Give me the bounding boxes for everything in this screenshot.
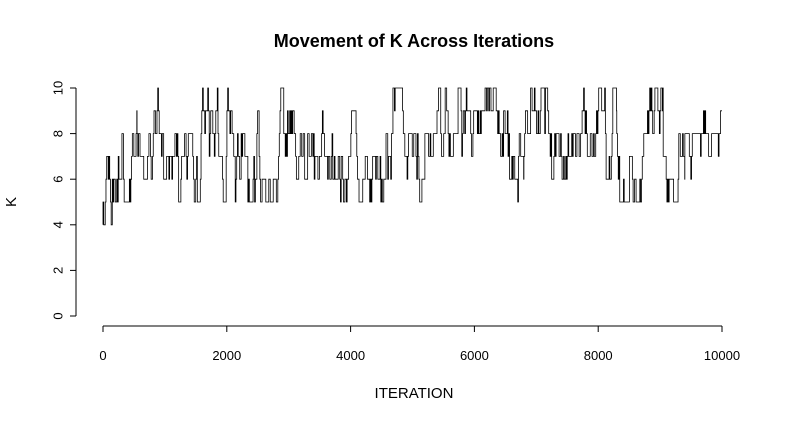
- x-tick-label: 10000: [704, 348, 740, 363]
- x-tick-label: 8000: [584, 348, 613, 363]
- x-axis-label: ITERATION: [375, 385, 454, 402]
- y-tick-label: 0: [51, 312, 66, 319]
- y-axis-label: K: [3, 197, 20, 207]
- chart-title: Movement of K Across Iterations: [274, 31, 554, 51]
- x-tick-label: 0: [99, 348, 106, 363]
- x-axis: 0 2000 4000 6000 8000 10000: [99, 325, 740, 363]
- y-tick-label: 10: [51, 81, 66, 95]
- plot-area: [102, 87, 722, 226]
- x-tick-label: 2000: [212, 348, 241, 363]
- y-tick-label: 4: [51, 221, 66, 228]
- y-axis: 0 2 4 6 8 10: [51, 81, 77, 320]
- x-tick-label: 4000: [336, 348, 365, 363]
- k-trace: [102, 87, 722, 226]
- y-tick-label: 6: [51, 176, 66, 183]
- series-line: [102, 87, 722, 226]
- x-tick-label: 6000: [460, 348, 489, 363]
- y-tick-label: 2: [51, 267, 66, 274]
- y-tick-label: 8: [51, 130, 66, 137]
